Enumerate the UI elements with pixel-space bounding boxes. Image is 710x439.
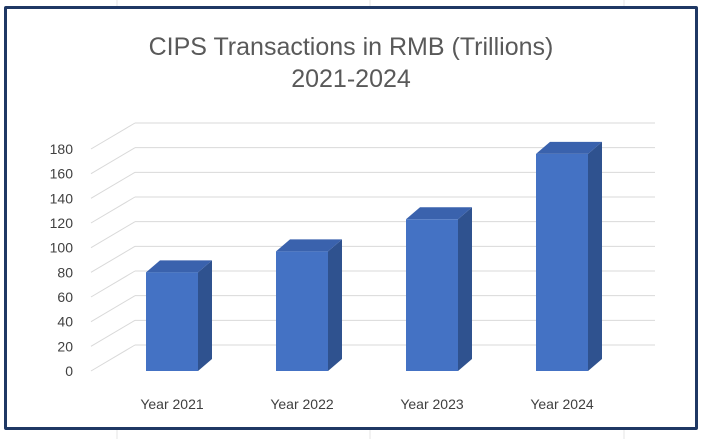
y-tick-label: 140: [50, 190, 74, 206]
bar-top: [276, 239, 342, 252]
bar-side: [588, 141, 602, 371]
y-tick-label: 180: [50, 141, 74, 157]
chart-plot: 0 20 40 60 80 100 120 140 160 180 Year 2021 Year 20…: [50, 122, 655, 412]
bar-top: [406, 207, 472, 220]
gridline-depth: [90, 122, 136, 150]
bar-top: [536, 141, 602, 154]
gridline-depth: [90, 245, 136, 273]
y-tick-label: 80: [57, 264, 73, 280]
chart-title: CIPS Transactions in RMB (Trillions): [148, 33, 554, 61]
y-tick-label: 160: [50, 166, 74, 182]
gridline-depth: [90, 147, 136, 175]
bar: [536, 153, 588, 371]
y-tick-label: 100: [50, 240, 74, 256]
bar-side: [198, 260, 212, 371]
x-tick-label: Year 2022: [270, 396, 334, 412]
gridline-depth: [90, 171, 136, 199]
chart-title-block: CIPS Transactions in RMB (Trillions) 202…: [7, 31, 695, 95]
gridline-depth: [90, 221, 136, 249]
x-tick-label: Year 2023: [400, 396, 464, 412]
gridline-depth: [90, 344, 136, 372]
bar-side: [328, 239, 342, 371]
bar-top: [146, 260, 212, 273]
x-tick-label: Year 2024: [530, 396, 594, 412]
bar: [146, 272, 198, 371]
gridline-depth: [90, 319, 136, 347]
bar-side: [458, 207, 472, 371]
gridline-depth: [90, 270, 136, 298]
y-tick-label: 20: [57, 338, 73, 354]
chart-frame[interactable]: CIPS Transactions in RMB (Trillions) 202…: [4, 6, 698, 430]
y-tick-label: 40: [57, 314, 73, 330]
gridline-depth: [90, 196, 136, 224]
chart-subtitle: 2021-2024: [291, 65, 411, 93]
y-tick-label: 120: [50, 215, 74, 231]
y-tick-label: 0: [65, 363, 73, 379]
bar: [406, 219, 458, 371]
bar: [276, 251, 328, 371]
gridline-depth: [90, 295, 136, 323]
x-tick-label: Year 2021: [140, 396, 204, 412]
y-tick-label: 60: [57, 289, 73, 305]
